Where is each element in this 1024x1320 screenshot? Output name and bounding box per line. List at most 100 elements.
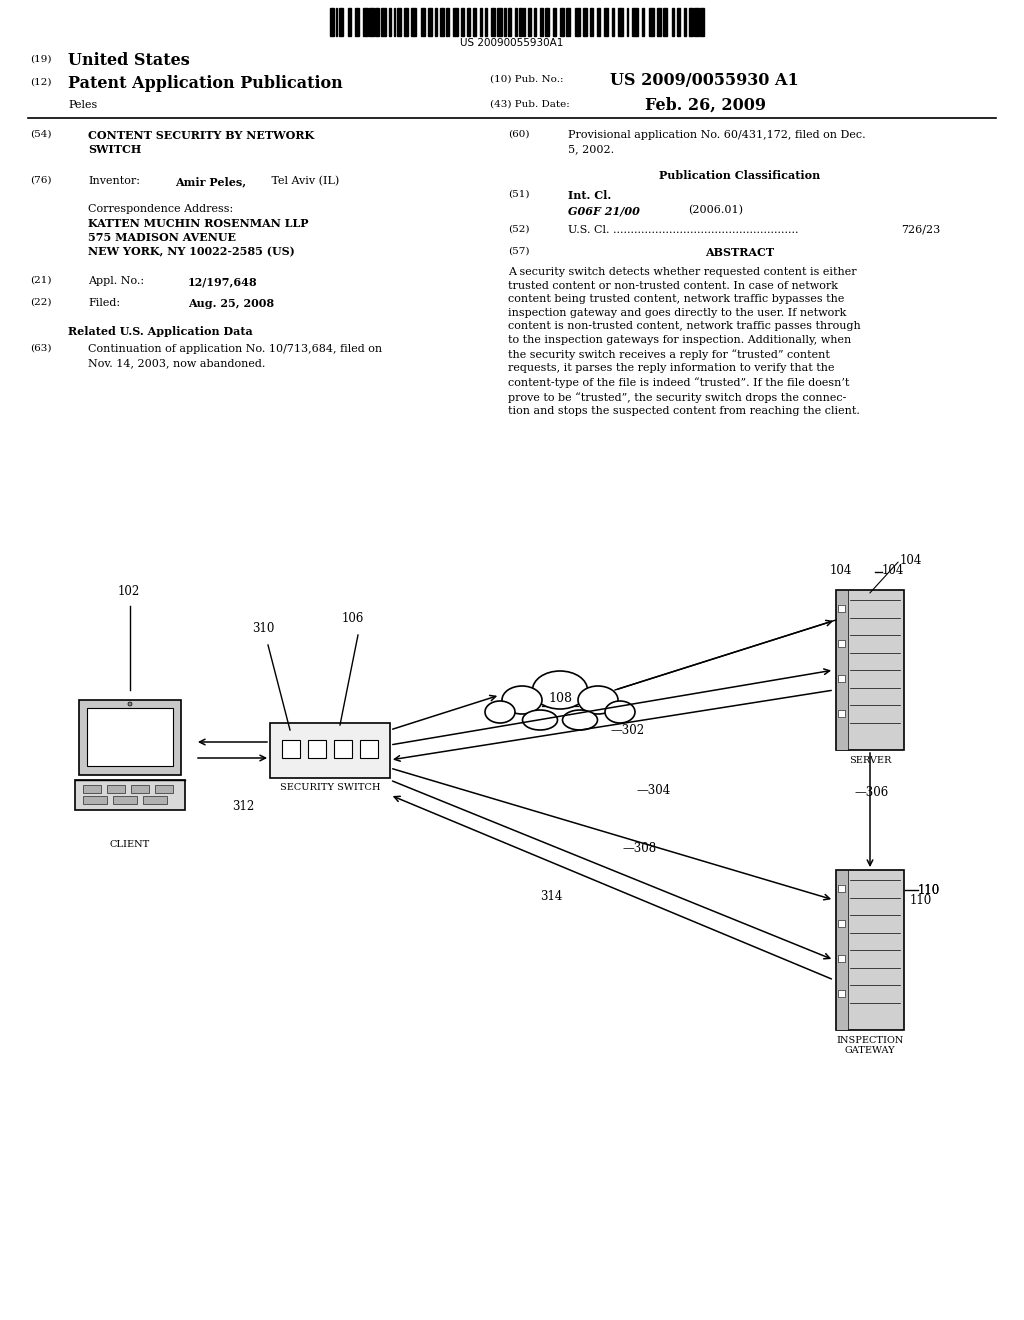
Text: United States: United States — [68, 51, 189, 69]
Bar — [633, 8, 638, 36]
Bar — [485, 8, 486, 36]
Bar — [334, 741, 352, 758]
Bar — [282, 741, 300, 758]
Bar — [694, 8, 698, 36]
Bar — [389, 8, 391, 36]
Bar — [836, 870, 848, 1030]
Text: Patent Application Publication: Patent Application Publication — [68, 75, 343, 92]
Bar — [467, 8, 470, 36]
Bar — [545, 8, 549, 36]
Text: 310: 310 — [252, 622, 274, 635]
Bar — [515, 8, 517, 36]
Text: (52): (52) — [508, 224, 529, 234]
Ellipse shape — [562, 710, 597, 730]
Text: Continuation of application No. 10/713,684, filed on: Continuation of application No. 10/713,6… — [88, 345, 382, 354]
Bar — [480, 8, 482, 36]
Text: SECURITY SWITCH: SECURITY SWITCH — [280, 783, 380, 792]
Bar — [700, 8, 705, 36]
Bar — [375, 8, 379, 36]
Text: 575 MADISON AVENUE: 575 MADISON AVENUE — [88, 232, 236, 243]
Bar — [360, 741, 378, 758]
Text: (51): (51) — [508, 190, 529, 199]
Bar — [435, 8, 436, 36]
Bar — [473, 8, 476, 36]
Text: CLIENT: CLIENT — [110, 840, 151, 849]
Text: (22): (22) — [30, 298, 51, 308]
Bar — [339, 8, 343, 36]
Text: 726/23: 726/23 — [901, 224, 940, 235]
Bar — [330, 8, 334, 36]
Text: 5, 2002.: 5, 2002. — [568, 144, 614, 154]
Text: —304: —304 — [636, 784, 671, 796]
Bar — [155, 785, 173, 793]
Text: 312: 312 — [232, 800, 254, 813]
Bar — [617, 8, 623, 36]
Bar — [143, 796, 167, 804]
Bar — [574, 8, 580, 36]
Bar — [838, 605, 845, 612]
Text: (63): (63) — [30, 345, 51, 352]
Bar — [79, 700, 181, 775]
Text: Peles: Peles — [68, 100, 97, 110]
Bar — [83, 785, 101, 793]
Text: 110: 110 — [918, 883, 940, 896]
Bar — [518, 8, 521, 36]
Bar — [87, 708, 173, 766]
Text: 104: 104 — [830, 564, 852, 577]
Text: KATTEN MUCHIN ROSENMAN LLP: KATTEN MUCHIN ROSENMAN LLP — [88, 218, 308, 228]
Text: Amir Peles,: Amir Peles, — [175, 176, 246, 187]
Bar — [838, 990, 845, 997]
Text: (12): (12) — [30, 78, 51, 87]
Bar — [642, 8, 644, 36]
Bar — [421, 8, 425, 36]
Bar — [106, 785, 125, 793]
Bar — [113, 796, 137, 804]
Text: Nov. 14, 2003, now abandoned.: Nov. 14, 2003, now abandoned. — [88, 358, 265, 368]
Bar — [560, 8, 563, 36]
Bar — [627, 8, 629, 36]
Bar — [445, 8, 450, 36]
Text: —308: —308 — [622, 842, 656, 854]
Bar — [838, 640, 845, 647]
Bar — [836, 870, 904, 1030]
Text: Publication Classification: Publication Classification — [659, 170, 820, 181]
Bar — [490, 8, 496, 36]
Bar — [838, 710, 845, 717]
Bar — [836, 590, 848, 750]
Bar — [672, 8, 674, 36]
Text: 104: 104 — [900, 553, 923, 566]
Bar — [75, 780, 185, 810]
Bar — [362, 8, 368, 36]
Text: 110: 110 — [918, 883, 940, 896]
Bar — [336, 8, 337, 36]
Text: ABSTRACT: ABSTRACT — [706, 247, 774, 257]
Bar — [461, 8, 465, 36]
Bar — [583, 8, 587, 36]
Ellipse shape — [522, 710, 557, 730]
Text: SWITCH: SWITCH — [88, 144, 141, 154]
Bar — [677, 8, 680, 36]
Text: 108: 108 — [548, 692, 572, 705]
Bar — [597, 8, 600, 36]
Bar — [604, 8, 608, 36]
Bar — [689, 8, 693, 36]
Text: Correspondence Address:: Correspondence Address: — [88, 205, 233, 214]
Bar — [612, 8, 614, 36]
Text: 102: 102 — [118, 585, 140, 598]
Text: Related U.S. Application Data: Related U.S. Application Data — [68, 326, 252, 337]
Text: Inventor:: Inventor: — [88, 176, 140, 186]
Bar — [131, 785, 150, 793]
Bar — [498, 8, 503, 36]
Bar — [394, 8, 395, 36]
Text: CONTENT SECURITY BY NETWORK: CONTENT SECURITY BY NETWORK — [88, 129, 314, 141]
Bar — [836, 590, 904, 750]
Bar — [648, 8, 653, 36]
Text: SERVER: SERVER — [849, 756, 891, 766]
Bar — [83, 796, 106, 804]
Bar — [355, 8, 358, 36]
Text: Filed:: Filed: — [88, 298, 120, 308]
Ellipse shape — [502, 686, 542, 714]
Text: A security switch detects whether requested content is either
trusted content or: A security switch detects whether reques… — [508, 267, 861, 416]
Ellipse shape — [532, 671, 588, 709]
Bar — [504, 8, 506, 36]
